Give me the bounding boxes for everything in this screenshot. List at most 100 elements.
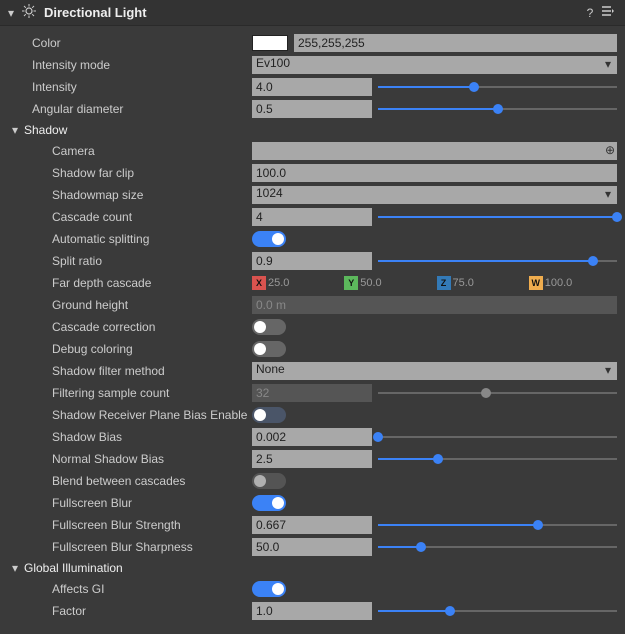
shadow-bias-input[interactable] — [252, 428, 372, 446]
label-affects-gi: Affects GI — [0, 582, 252, 596]
intensity-input[interactable] — [252, 78, 372, 96]
gi-factor-input[interactable] — [252, 602, 372, 620]
color-input[interactable] — [294, 34, 617, 52]
chevron-down-icon: ▾ — [12, 561, 24, 575]
cascade-y-box[interactable]: Y — [344, 276, 358, 290]
label-shadow-bias: Shadow Bias — [0, 430, 252, 444]
normal-bias-input[interactable] — [252, 450, 372, 468]
angular-diameter-slider[interactable] — [378, 100, 617, 118]
shadowmap-size-select[interactable]: 1024 — [252, 186, 617, 204]
section-gi[interactable]: ▾ Global Illumination — [0, 558, 625, 578]
label-ground-height: Ground height — [0, 298, 252, 312]
chevron-down-icon: ▾ — [12, 123, 24, 137]
blend-cascades-toggle — [252, 473, 286, 489]
label-filter-samples: Filtering sample count — [0, 386, 252, 400]
intensity-mode-select[interactable]: Ev100 — [252, 56, 617, 74]
color-swatch[interactable] — [252, 35, 288, 51]
far-depth-cascade-group: X25.0 Y50.0 Z75.0 W100.0 — [252, 276, 617, 290]
ground-height-input — [252, 296, 617, 314]
cascade-correction-toggle[interactable] — [252, 319, 286, 335]
row-far-depth-cascade: Far depth cascade X25.0 Y50.0 Z75.0 W100… — [0, 272, 625, 294]
label-angular-diameter: Angular diameter — [0, 102, 252, 116]
cascade-count-input[interactable] — [252, 208, 372, 226]
cascade-y-val: 50.0 — [360, 277, 381, 289]
label-blur-strength: Fullscreen Blur Strength — [0, 518, 252, 532]
cascade-w-val: 100.0 — [545, 277, 573, 289]
row-split-ratio: Split ratio — [0, 250, 625, 272]
cascade-count-slider[interactable] — [378, 208, 617, 226]
row-shadow-far-clip: Shadow far clip — [0, 162, 625, 184]
label-blend-cascades: Blend between cascades — [0, 474, 252, 488]
row-filter-method: Shadow filter method None — [0, 360, 625, 382]
row-receiver-plane: Shadow Receiver Plane Bias Enable — [0, 404, 625, 426]
row-camera: Camera ⊕ — [0, 140, 625, 162]
row-filter-samples: Filtering sample count — [0, 382, 625, 404]
component-header: ▾ Directional Light ? — [0, 0, 625, 26]
cascade-w-box[interactable]: W — [529, 276, 543, 290]
label-shadowmap-size: Shadowmap size — [0, 188, 252, 202]
row-affects-gi: Affects GI — [0, 578, 625, 600]
row-normal-bias: Normal Shadow Bias — [0, 448, 625, 470]
row-angular-diameter: Angular diameter — [0, 98, 625, 120]
cascade-x-val: 25.0 — [268, 277, 289, 289]
receiver-plane-toggle[interactable] — [252, 407, 286, 423]
normal-bias-slider[interactable] — [378, 450, 617, 468]
label-cascade-correction: Cascade correction — [0, 320, 252, 334]
affects-gi-toggle[interactable] — [252, 581, 286, 597]
label-split-ratio: Split ratio — [0, 254, 252, 268]
label-filter-method: Shadow filter method — [0, 364, 252, 378]
gi-factor-slider[interactable] — [378, 602, 617, 620]
auto-split-toggle[interactable] — [252, 231, 286, 247]
label-receiver-plane: Shadow Receiver Plane Bias Enable — [0, 408, 252, 422]
row-blur-sharpness: Fullscreen Blur Sharpness — [0, 536, 625, 558]
row-color: Color — [0, 32, 625, 54]
far-clip-input[interactable] — [252, 164, 617, 182]
label-intensity-mode: Intensity mode — [0, 58, 252, 72]
angular-diameter-input[interactable] — [252, 100, 372, 118]
menu-icon[interactable] — [599, 4, 617, 21]
component-title: Directional Light — [44, 5, 581, 20]
row-ground-height: Ground height — [0, 294, 625, 316]
row-intensity-mode: Intensity mode Ev100 — [0, 54, 625, 76]
label-blur-sharpness: Fullscreen Blur Sharpness — [0, 540, 252, 554]
camera-object-ref[interactable]: ⊕ — [252, 142, 617, 160]
debug-coloring-toggle[interactable] — [252, 341, 286, 357]
section-shadow-title: Shadow — [24, 123, 67, 137]
collapse-icon[interactable]: ▾ — [8, 6, 18, 20]
blur-sharpness-input[interactable] — [252, 538, 372, 556]
row-cascade-correction: Cascade correction — [0, 316, 625, 338]
section-shadow[interactable]: ▾ Shadow — [0, 120, 625, 140]
cascade-z-box[interactable]: Z — [437, 276, 451, 290]
row-shadowmap-size: Shadowmap size 1024 — [0, 184, 625, 206]
label-debug-coloring: Debug coloring — [0, 342, 252, 356]
cascade-x-box[interactable]: X — [252, 276, 266, 290]
filter-method-select[interactable]: None — [252, 362, 617, 380]
row-debug-coloring: Debug coloring — [0, 338, 625, 360]
row-fullscreen-blur: Fullscreen Blur — [0, 492, 625, 514]
cascade-z-val: 75.0 — [453, 277, 474, 289]
blur-sharpness-slider[interactable] — [378, 538, 617, 556]
row-shadow-bias: Shadow Bias — [0, 426, 625, 448]
label-camera: Camera — [0, 144, 252, 158]
light-icon — [22, 4, 38, 21]
label-auto-split: Automatic splitting — [0, 232, 252, 246]
shadow-bias-slider[interactable] — [378, 428, 617, 446]
label-far-depth: Far depth cascade — [0, 276, 252, 290]
fullscreen-blur-toggle[interactable] — [252, 495, 286, 511]
row-cascade-count: Cascade count — [0, 206, 625, 228]
help-icon[interactable]: ? — [581, 6, 599, 20]
row-blend-cascades: Blend between cascades — [0, 470, 625, 492]
label-normal-bias: Normal Shadow Bias — [0, 452, 252, 466]
label-gi-factor: Factor — [0, 604, 252, 618]
row-gi-factor: Factor — [0, 600, 625, 622]
intensity-slider[interactable] — [378, 78, 617, 96]
split-ratio-slider[interactable] — [378, 252, 617, 270]
filter-samples-slider — [378, 384, 617, 402]
blur-strength-slider[interactable] — [378, 516, 617, 534]
blur-strength-input[interactable] — [252, 516, 372, 534]
label-color: Color — [0, 36, 252, 50]
split-ratio-input[interactable] — [252, 252, 372, 270]
target-icon[interactable]: ⊕ — [605, 143, 615, 157]
label-fullscreen-blur: Fullscreen Blur — [0, 496, 252, 510]
row-blur-strength: Fullscreen Blur Strength — [0, 514, 625, 536]
